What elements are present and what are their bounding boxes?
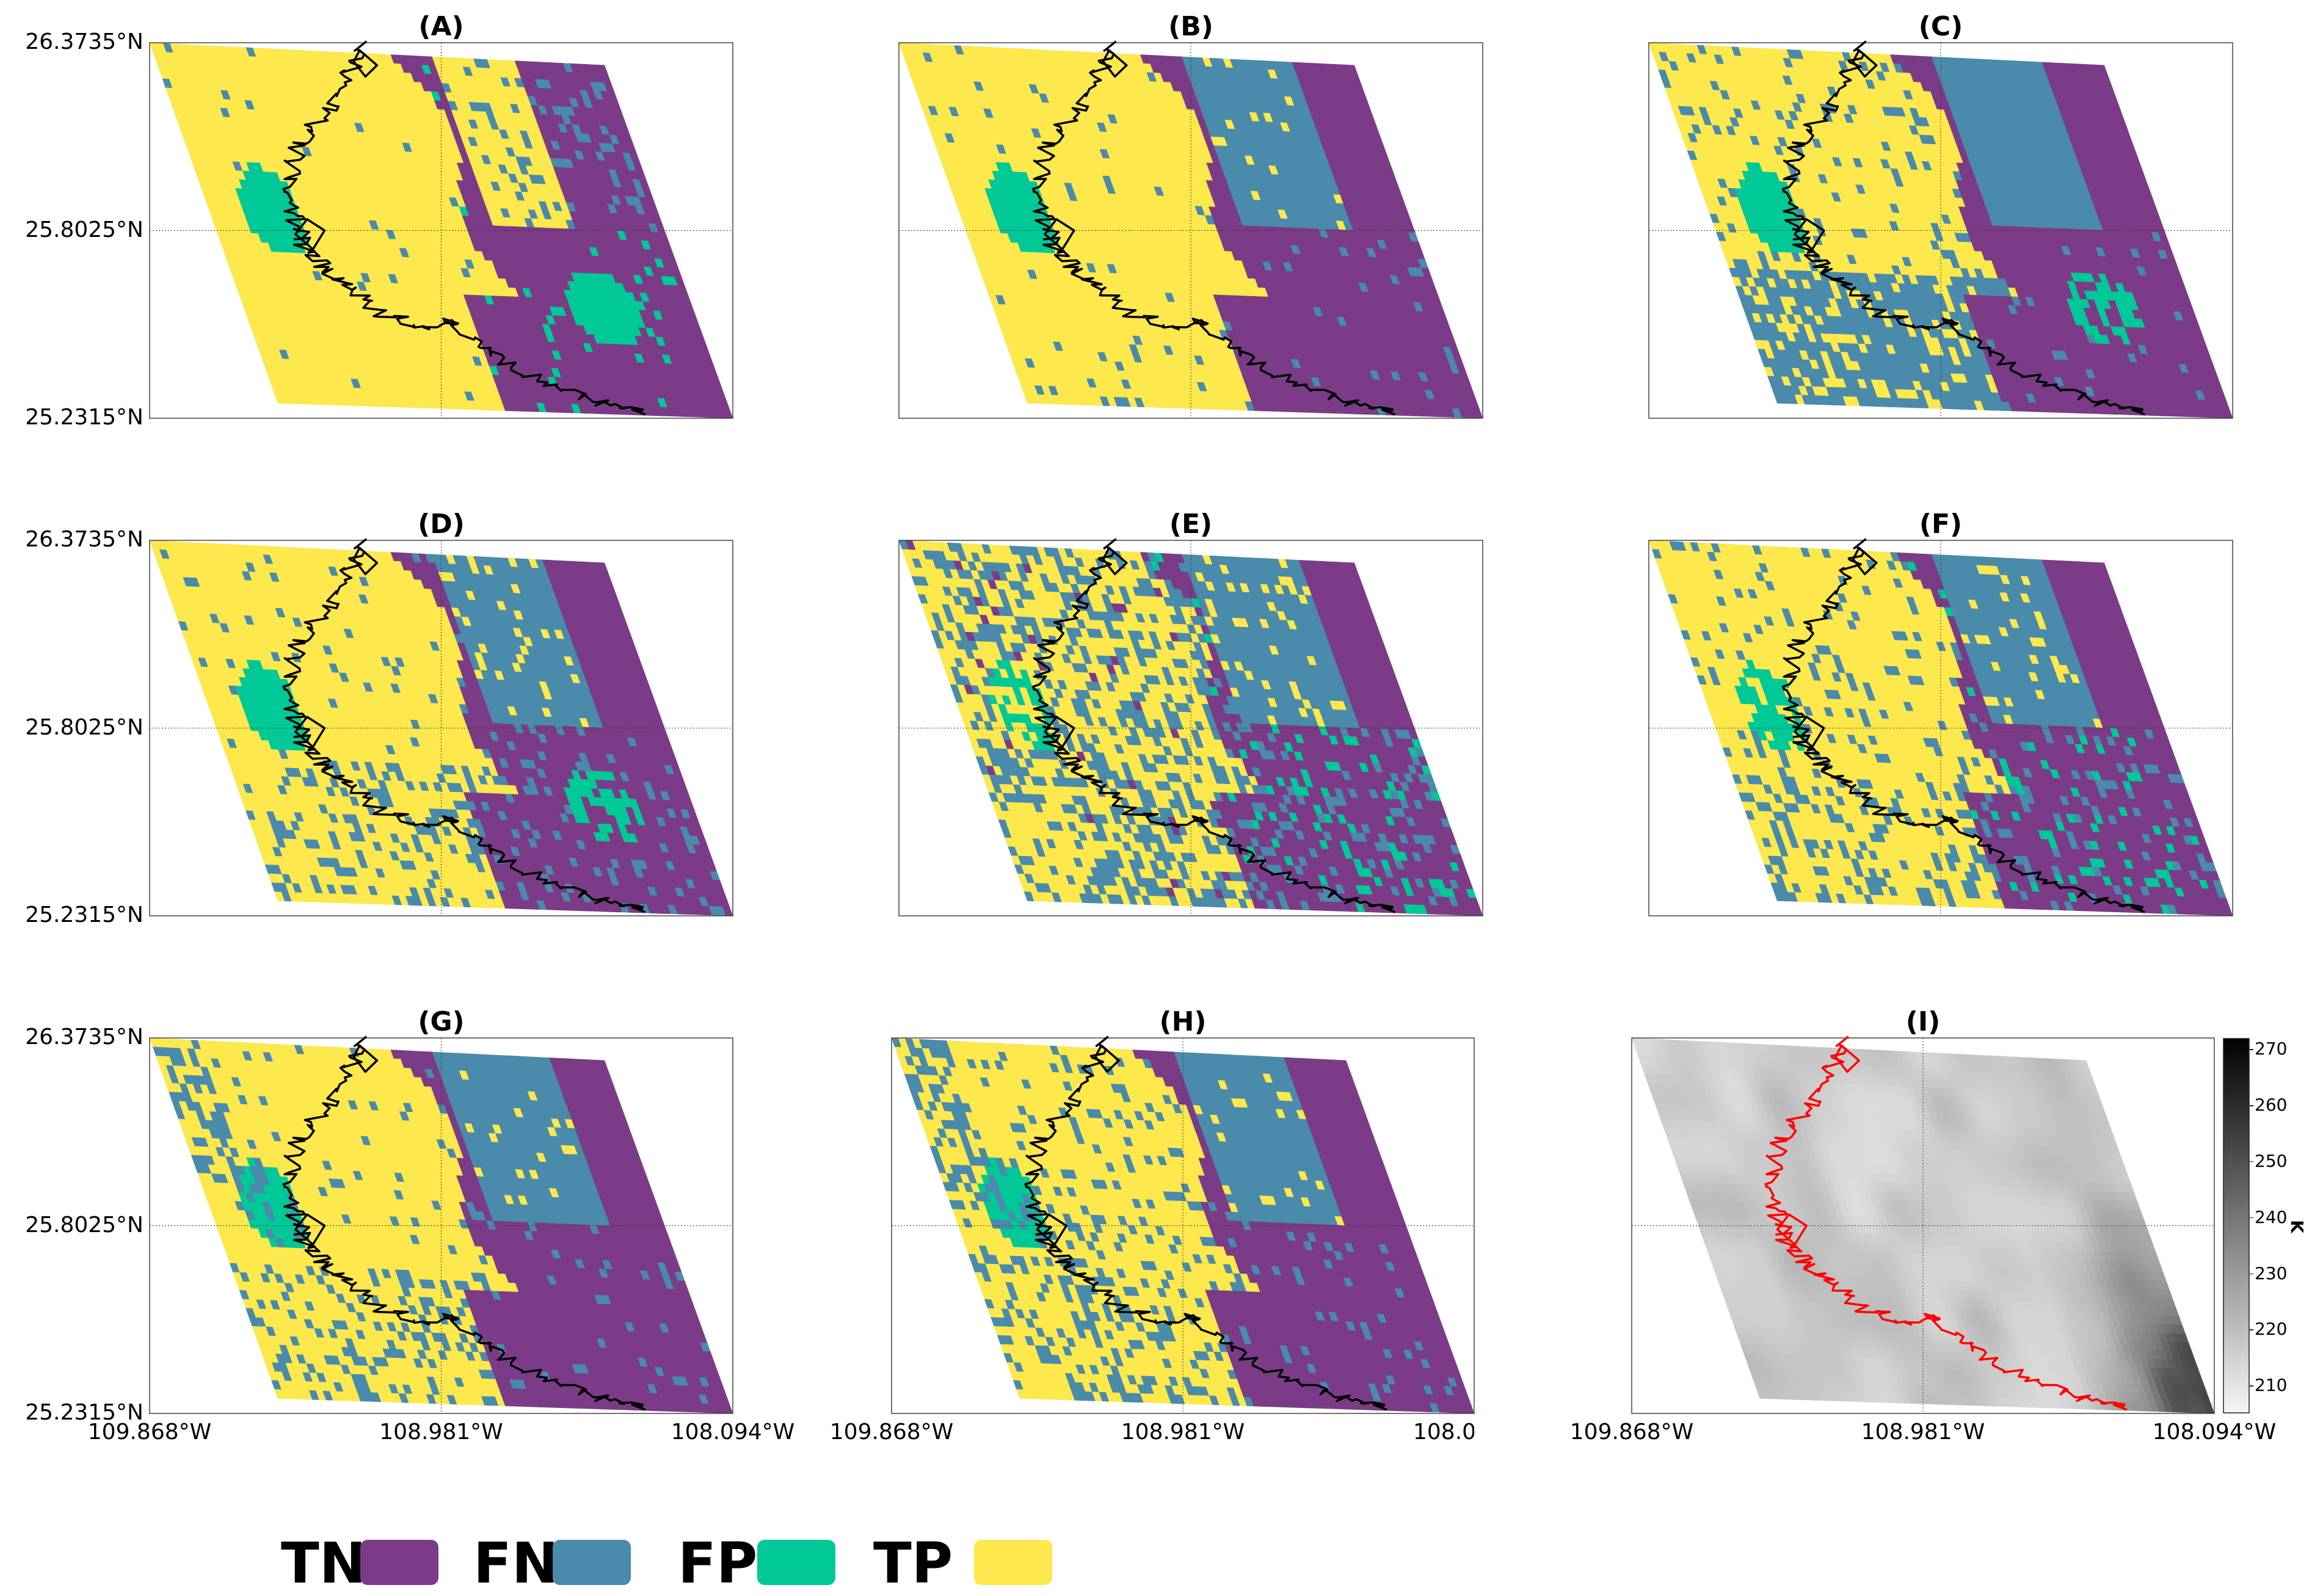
colorbar-tick-mark — [2250, 1274, 2253, 1275]
panel-title-e: (E) — [1130, 509, 1252, 540]
legend-swatch-fn — [553, 1540, 631, 1585]
colorbar-tick-label: 210 — [2255, 1375, 2287, 1395]
panel-title-i: (I) — [1862, 1006, 1984, 1037]
swath-cells — [1649, 43, 2233, 418]
panel-title-b: (B) — [1130, 11, 1252, 42]
panel-title-h: (H) — [1122, 1006, 1244, 1037]
colorbar-tick-mark — [2250, 1105, 2253, 1106]
lon-label: 108.094°W — [2135, 1420, 2294, 1445]
lat-label: 26.3735°N — [0, 1025, 144, 1050]
colorbar-tick-mark — [2250, 1049, 2253, 1050]
lon-label: 108.981°W — [1844, 1420, 2002, 1445]
lon-label: 109.868°W — [70, 1420, 229, 1445]
map-panel-g — [148, 1037, 734, 1415]
colorbar-tick-label: 250 — [2255, 1151, 2287, 1171]
colorbar-tick-label: 240 — [2255, 1207, 2287, 1227]
legend-swatch-fp — [757, 1540, 835, 1585]
swath-cells — [899, 540, 1483, 916]
colorbar-tick-label: 220 — [2255, 1319, 2287, 1339]
colorbar-tick-mark — [2250, 1217, 2253, 1219]
colorbar-tick-mark — [2250, 1385, 2253, 1387]
lat-label: 26.3735°N — [0, 29, 144, 54]
colorbar-tick-label: 230 — [2255, 1263, 2287, 1283]
map-panel-d — [148, 539, 734, 917]
lon-label: 109.868°W — [812, 1420, 971, 1445]
colorbar-tick-label: 270 — [2255, 1039, 2287, 1059]
legend-label-fp: FP — [678, 1536, 757, 1592]
legend-swatch-tp — [974, 1540, 1052, 1585]
lon-label: 108.094°W — [653, 1420, 812, 1445]
colorbar-unit: K — [2287, 1220, 2307, 1233]
lat-label: 25.8025°N — [0, 715, 144, 740]
map-panel-a — [148, 42, 734, 419]
legend-label-tp: TP — [873, 1536, 953, 1592]
map-panel-e — [898, 539, 1484, 917]
map-panel-h — [890, 1037, 1475, 1415]
lon-label: 108.981°W — [362, 1420, 521, 1445]
lat-label: 25.2315°N — [0, 902, 144, 927]
panel-title-f: (F) — [1880, 509, 2002, 540]
lat-label: 25.2315°N — [0, 405, 144, 430]
map-panel-c — [1648, 42, 2234, 419]
map-panel-i — [1630, 1037, 2216, 1415]
lon-label: 108.09 — [1413, 1420, 1474, 1445]
legend-swatch-tn — [360, 1540, 438, 1585]
swath-cells — [899, 43, 1483, 418]
lon-label: 109.868°W — [1552, 1420, 1711, 1445]
colorbar-tick-mark — [2250, 1161, 2253, 1163]
colorbar — [2223, 1038, 2251, 1415]
lat-label: 25.8025°N — [0, 1213, 144, 1238]
panel-title-c: (C) — [1880, 11, 2002, 42]
map-panel-b — [898, 42, 1484, 419]
panel-title-a: (A) — [380, 11, 503, 42]
legend-label-fn: FN — [473, 1536, 559, 1592]
legend-label-tn: TN — [281, 1536, 366, 1592]
colorbar-tick-mark — [2250, 1329, 2253, 1330]
swath-cells — [1649, 540, 2233, 916]
panel-title-d: (D) — [380, 509, 503, 540]
map-panel-f — [1648, 539, 2234, 917]
panel-title-g: (G) — [380, 1006, 503, 1037]
lat-label: 25.8025°N — [0, 217, 144, 242]
lat-label: 26.3735°N — [0, 527, 144, 552]
lon-label: 108.981°W — [1103, 1420, 1262, 1445]
colorbar-tick-label: 260 — [2255, 1095, 2287, 1115]
